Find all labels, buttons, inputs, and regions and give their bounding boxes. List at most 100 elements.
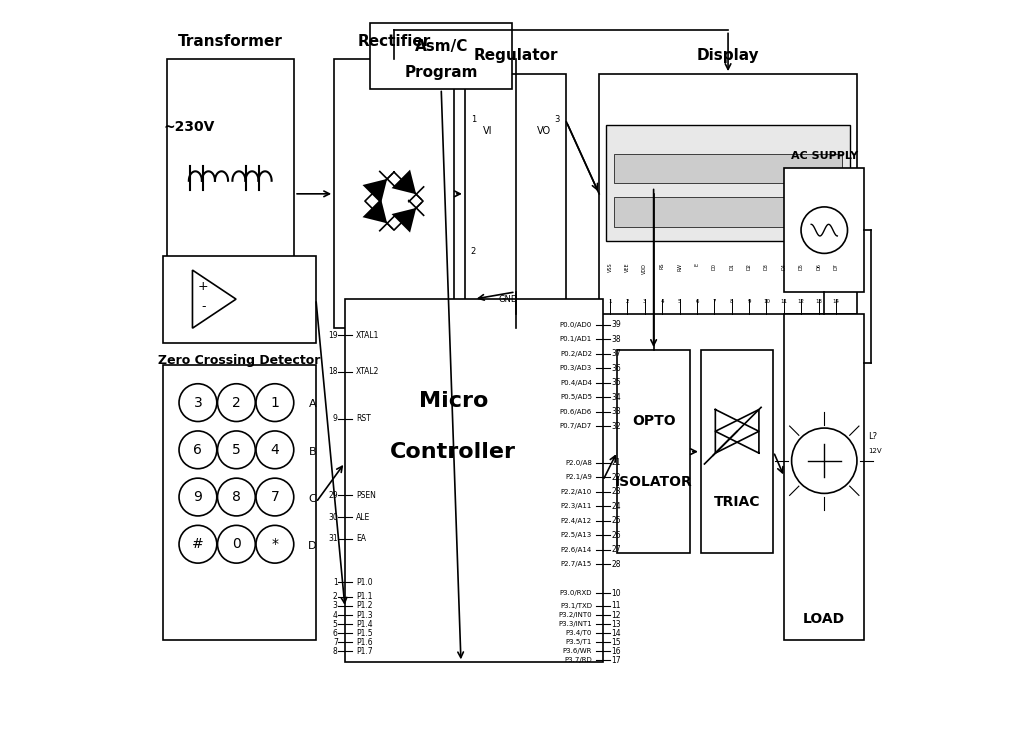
Text: GND: GND bbox=[499, 295, 518, 304]
Text: P3.1/TXD: P3.1/TXD bbox=[560, 603, 592, 609]
Text: A: A bbox=[308, 399, 316, 410]
Text: 9: 9 bbox=[194, 490, 203, 504]
FancyBboxPatch shape bbox=[700, 350, 773, 553]
Text: 1: 1 bbox=[608, 299, 611, 304]
Text: PSEN: PSEN bbox=[356, 491, 376, 499]
Text: 2: 2 bbox=[333, 593, 338, 601]
Text: 6: 6 bbox=[695, 299, 698, 304]
Text: P1.0: P1.0 bbox=[356, 578, 373, 587]
Text: 12: 12 bbox=[798, 299, 805, 304]
Text: 36: 36 bbox=[611, 364, 622, 373]
Text: Micro: Micro bbox=[419, 391, 488, 411]
Text: 11: 11 bbox=[780, 299, 787, 304]
Text: RST: RST bbox=[356, 415, 371, 424]
Text: P0.0/AD0: P0.0/AD0 bbox=[560, 321, 592, 327]
Text: P1.2: P1.2 bbox=[356, 601, 373, 610]
Text: 5: 5 bbox=[232, 443, 241, 457]
Text: 25: 25 bbox=[611, 516, 622, 525]
Text: 0: 0 bbox=[232, 537, 241, 551]
FancyBboxPatch shape bbox=[613, 198, 843, 227]
Text: 8: 8 bbox=[333, 647, 338, 656]
FancyBboxPatch shape bbox=[334, 60, 454, 328]
Text: 7: 7 bbox=[270, 490, 280, 504]
Text: 35: 35 bbox=[611, 378, 622, 387]
Text: 1: 1 bbox=[333, 578, 338, 587]
Text: 37: 37 bbox=[611, 349, 622, 358]
Polygon shape bbox=[362, 179, 387, 203]
Text: 5: 5 bbox=[333, 620, 338, 628]
Text: P1.4: P1.4 bbox=[356, 620, 373, 628]
Text: VI: VI bbox=[483, 126, 493, 136]
Text: 4: 4 bbox=[660, 299, 664, 304]
FancyBboxPatch shape bbox=[617, 350, 690, 553]
FancyBboxPatch shape bbox=[599, 74, 857, 313]
FancyBboxPatch shape bbox=[606, 125, 850, 241]
Text: 11: 11 bbox=[611, 601, 621, 610]
Text: 8: 8 bbox=[232, 490, 241, 504]
Text: OPTO: OPTO bbox=[632, 414, 676, 428]
Text: 14: 14 bbox=[833, 299, 840, 304]
Text: 19: 19 bbox=[328, 331, 338, 340]
Text: 22: 22 bbox=[611, 472, 621, 482]
Text: 2: 2 bbox=[232, 396, 241, 410]
Text: 23: 23 bbox=[611, 487, 622, 496]
Text: 2: 2 bbox=[471, 246, 476, 256]
Text: 8: 8 bbox=[730, 299, 733, 304]
Text: 3: 3 bbox=[554, 115, 559, 124]
FancyBboxPatch shape bbox=[784, 168, 864, 292]
Text: 33: 33 bbox=[611, 408, 622, 416]
Text: Zero Crossing Detector: Zero Crossing Detector bbox=[159, 354, 321, 367]
Text: 26: 26 bbox=[611, 531, 622, 539]
Text: P2.6/A14: P2.6/A14 bbox=[560, 547, 592, 553]
Text: 28: 28 bbox=[611, 560, 621, 569]
Text: 34: 34 bbox=[611, 393, 622, 402]
Text: 5: 5 bbox=[678, 299, 681, 304]
Text: 31: 31 bbox=[328, 534, 338, 543]
Text: 16: 16 bbox=[611, 647, 622, 656]
Text: 6: 6 bbox=[194, 443, 203, 457]
Text: P2.1/A9: P2.1/A9 bbox=[565, 474, 592, 480]
Text: 12V: 12V bbox=[868, 448, 882, 454]
Text: D: D bbox=[308, 541, 316, 551]
Text: 10: 10 bbox=[763, 299, 770, 304]
Text: P2.5/A13: P2.5/A13 bbox=[560, 532, 592, 538]
Text: P3.4/T0: P3.4/T0 bbox=[565, 630, 592, 636]
Text: 7: 7 bbox=[713, 299, 716, 304]
Text: 29: 29 bbox=[328, 491, 338, 499]
Text: P0.2/AD2: P0.2/AD2 bbox=[560, 351, 592, 356]
Text: XTAL2: XTAL2 bbox=[356, 367, 379, 376]
Text: 9: 9 bbox=[748, 299, 751, 304]
FancyBboxPatch shape bbox=[613, 154, 843, 183]
Text: C: C bbox=[308, 494, 316, 504]
Text: 21: 21 bbox=[611, 458, 621, 467]
Text: XTAL1: XTAL1 bbox=[356, 331, 379, 340]
Text: P2.7/A15: P2.7/A15 bbox=[560, 561, 592, 567]
FancyBboxPatch shape bbox=[164, 256, 316, 343]
Text: *: * bbox=[271, 537, 279, 551]
Text: #: # bbox=[193, 537, 204, 551]
Text: P3.3/INT1: P3.3/INT1 bbox=[558, 621, 592, 627]
Text: D6: D6 bbox=[816, 263, 821, 270]
Text: P3.6/WR: P3.6/WR bbox=[562, 648, 592, 655]
Text: Regulator: Regulator bbox=[473, 48, 558, 63]
Text: Controller: Controller bbox=[390, 442, 516, 461]
Text: VEE: VEE bbox=[625, 263, 630, 273]
Text: L?: L? bbox=[868, 432, 877, 441]
Text: 27: 27 bbox=[611, 545, 622, 554]
Text: P2.0/A8: P2.0/A8 bbox=[565, 459, 592, 466]
Text: P0.7/AD7: P0.7/AD7 bbox=[560, 424, 592, 429]
Polygon shape bbox=[391, 170, 416, 194]
Text: 18: 18 bbox=[329, 367, 338, 376]
Text: D3: D3 bbox=[764, 263, 769, 270]
Text: Display: Display bbox=[696, 48, 760, 63]
Text: +: + bbox=[198, 281, 209, 294]
FancyBboxPatch shape bbox=[784, 313, 864, 641]
Text: 24: 24 bbox=[611, 502, 622, 510]
Text: P2.4/A12: P2.4/A12 bbox=[561, 518, 592, 523]
Text: P1.7: P1.7 bbox=[356, 647, 373, 656]
Text: 3: 3 bbox=[194, 396, 203, 410]
Text: ~230V: ~230V bbox=[164, 120, 215, 133]
Text: 13: 13 bbox=[611, 620, 622, 628]
Text: 30: 30 bbox=[328, 512, 338, 521]
FancyBboxPatch shape bbox=[164, 364, 316, 641]
